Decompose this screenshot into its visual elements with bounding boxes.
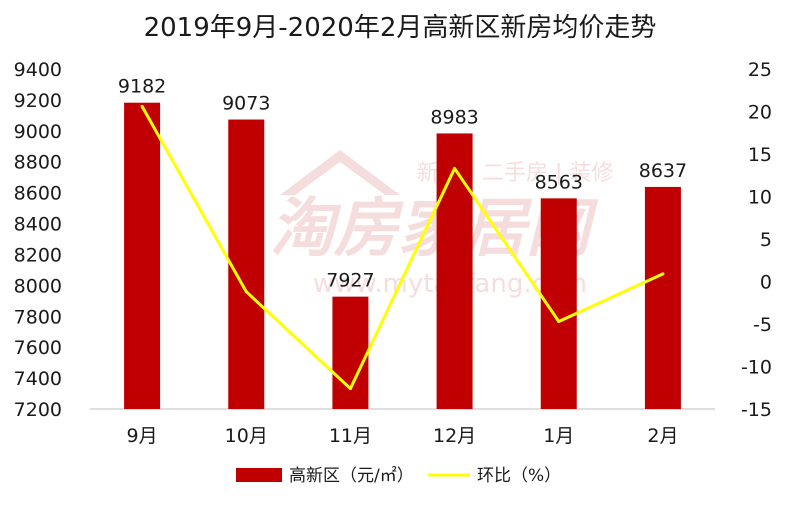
y-right-tick-label: 20 xyxy=(748,102,772,124)
x-tick-label: 12月 xyxy=(433,425,476,447)
y-right-tick-label: -15 xyxy=(741,399,772,421)
bar-value-label: 7927 xyxy=(326,270,374,292)
line-point xyxy=(453,166,457,170)
axes: 7200 7400 7600 7800 8000 8200 8400 8600 8800 9000… xyxy=(14,59,772,447)
y-left-tick-label: 9400 xyxy=(14,59,62,81)
bar xyxy=(644,186,681,409)
line-series xyxy=(140,104,665,391)
line-point xyxy=(348,387,352,391)
line-point xyxy=(661,272,665,276)
bar xyxy=(228,119,265,409)
data-labels: 9182 9073 7927 8983 8563 8637 xyxy=(118,76,687,292)
x-tick-label: 10月 xyxy=(225,425,268,447)
y-left-tick-label: 7200 xyxy=(14,399,62,421)
bar-value-label: 8637 xyxy=(639,160,687,182)
x-tick-label: 1月 xyxy=(543,425,574,447)
line-point xyxy=(140,104,144,108)
y-right-tick-label: -5 xyxy=(753,314,772,336)
bar-value-label: 8563 xyxy=(535,171,583,193)
y-left-tick-label: 8400 xyxy=(14,214,62,236)
bar xyxy=(436,133,473,410)
bar xyxy=(332,296,369,409)
line-point xyxy=(244,290,248,294)
x-tick-label: 11月 xyxy=(329,425,372,447)
y-left-tick-label: 7600 xyxy=(14,337,62,359)
y-right-tick-label: 5 xyxy=(760,229,772,251)
line-point xyxy=(557,319,561,323)
y-right-tick-label: -10 xyxy=(741,357,772,379)
x-tick-label: 9月 xyxy=(127,425,158,447)
legend-label-bar: 高新区（元/㎡） xyxy=(289,466,414,486)
y-left-tick-label: 7400 xyxy=(14,368,62,390)
y-left-tick-label: 9200 xyxy=(14,90,62,112)
y-left-tick-label: 8600 xyxy=(14,183,62,205)
chart-title: 2019年9月-2020年2月高新区新房均价走势 xyxy=(144,13,657,43)
y-left-tick-label: 8000 xyxy=(14,275,62,297)
bar xyxy=(124,102,161,409)
bar-value-label: 9182 xyxy=(118,76,166,98)
bar-value-label: 9073 xyxy=(222,93,270,115)
y-left-tick-label: 9000 xyxy=(14,121,62,143)
legend-swatch-bar xyxy=(236,468,282,482)
y-left-tick-label: 8200 xyxy=(14,244,62,266)
bar-value-label: 8983 xyxy=(430,106,478,128)
legend-label-line: 环比（%） xyxy=(477,466,561,486)
y-right-tick-label: 25 xyxy=(748,59,772,81)
y-right-tick-label: 15 xyxy=(748,144,772,166)
x-tick-label: 2月 xyxy=(647,425,678,447)
y-right-tick-label: 10 xyxy=(748,187,772,209)
mom-change-line xyxy=(140,105,664,391)
y-right-tick-label: 0 xyxy=(760,272,772,294)
watermark-house-icon xyxy=(280,150,400,195)
y-left-tick-label: 7800 xyxy=(14,306,62,328)
legend: 高新区（元/㎡） 环比（%） xyxy=(236,466,561,486)
y-left-tick-label: 8800 xyxy=(14,152,62,174)
